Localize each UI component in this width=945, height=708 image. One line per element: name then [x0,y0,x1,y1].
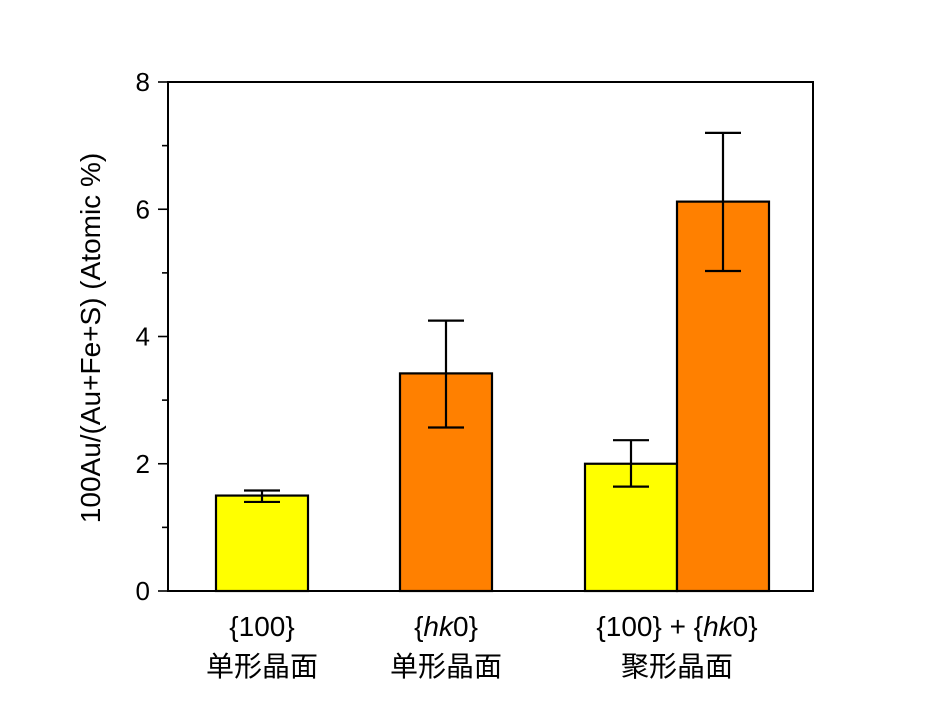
y-tick-label-1: 2 [136,449,150,479]
x-category-label-2-part-1: hk [703,611,735,642]
x-category-label-1-part-0: { [414,611,423,642]
y-axis-label: 100Au/(Au+Fe+S) (Atomic %) [75,153,106,523]
y-tick-label-3: 6 [136,194,150,224]
x-category-label-0: {100} [229,611,294,642]
x-category-label-1-part-1: hk [423,611,455,642]
x-category-sublabel-1: 单形晶面 [390,650,502,683]
x-category-label-2-part-0: {100} + { [596,611,703,642]
x-category-sublabel-0: 单形晶面 [206,650,318,683]
y-tick-label-2: 4 [136,322,150,352]
x-category-label-2: {100} + {hk0} [596,611,757,642]
x-category-sublabel-2: 聚形晶面 [621,650,733,683]
x-category-label-0-part-0: {100} [229,611,294,642]
y-tick-label-4: 8 [136,67,150,97]
x-category-label-1: {hk0} [414,611,478,642]
x-category-label-2-part-2: 0} [733,611,758,642]
x-category-label-1-part-2: 0} [453,611,478,642]
bar-0 [214,494,310,593]
y-tick-label-0: 0 [136,576,150,606]
